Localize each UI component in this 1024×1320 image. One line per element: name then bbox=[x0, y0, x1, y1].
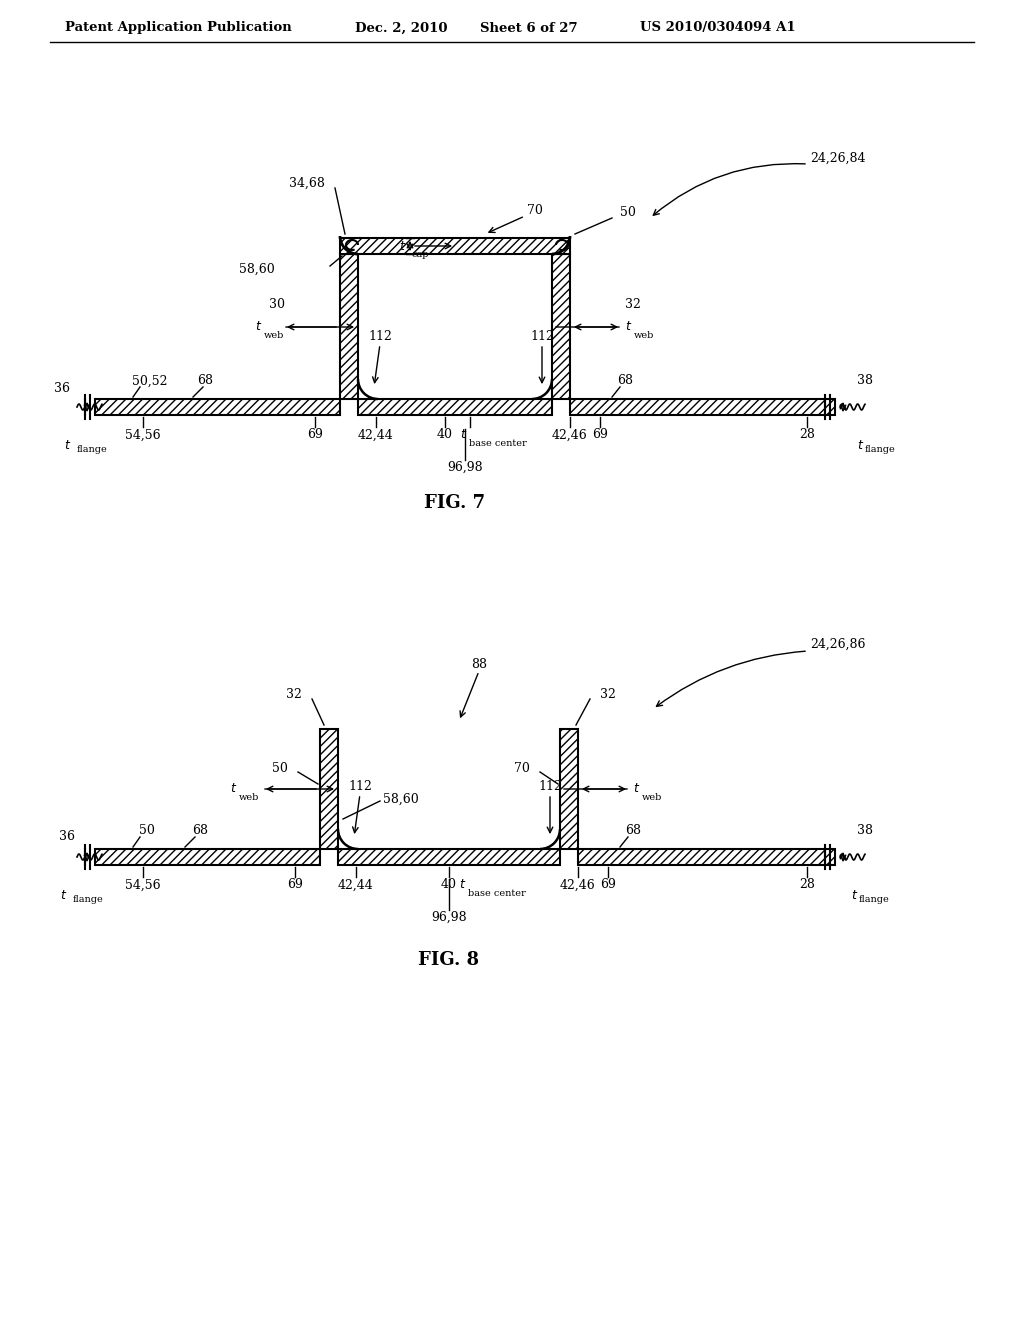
Text: 24,26,86: 24,26,86 bbox=[810, 638, 865, 651]
Bar bbox=[319, 729, 338, 849]
Text: $t$: $t$ bbox=[851, 888, 858, 902]
Text: $t$: $t$ bbox=[398, 239, 406, 252]
Text: $t$: $t$ bbox=[63, 440, 71, 451]
Text: 54,56: 54,56 bbox=[125, 879, 161, 891]
Text: web: web bbox=[634, 331, 654, 341]
Bar bbox=[338, 849, 560, 865]
Bar bbox=[570, 399, 835, 414]
Text: 42,46: 42,46 bbox=[552, 429, 588, 441]
Text: 96,98: 96,98 bbox=[431, 911, 467, 924]
Text: 112: 112 bbox=[530, 330, 554, 343]
Text: 42,44: 42,44 bbox=[358, 429, 394, 441]
Text: 54,56: 54,56 bbox=[125, 429, 161, 441]
Bar bbox=[560, 729, 578, 849]
Text: 42,46: 42,46 bbox=[560, 879, 596, 891]
Text: 112: 112 bbox=[538, 780, 562, 793]
Text: 50: 50 bbox=[620, 206, 636, 219]
Text: flange: flange bbox=[859, 895, 890, 904]
Text: $t$: $t$ bbox=[255, 321, 262, 334]
Text: $t$: $t$ bbox=[230, 783, 238, 796]
Text: 70: 70 bbox=[527, 203, 543, 216]
Text: 58,60: 58,60 bbox=[240, 263, 275, 276]
Text: base center: base center bbox=[468, 888, 525, 898]
Text: 70: 70 bbox=[514, 763, 530, 776]
Bar bbox=[340, 253, 358, 399]
Text: 50: 50 bbox=[139, 825, 155, 837]
Bar bbox=[340, 238, 570, 253]
Text: 112: 112 bbox=[348, 780, 372, 793]
Text: 38: 38 bbox=[857, 825, 873, 837]
Text: Patent Application Publication: Patent Application Publication bbox=[65, 21, 292, 34]
Text: 24,26,84: 24,26,84 bbox=[810, 152, 865, 165]
Text: 96,98: 96,98 bbox=[447, 461, 482, 474]
Text: 36: 36 bbox=[54, 383, 70, 396]
Bar bbox=[578, 849, 835, 865]
Text: web: web bbox=[239, 793, 259, 803]
Bar bbox=[552, 253, 570, 399]
Text: 68: 68 bbox=[617, 375, 633, 388]
Text: 88: 88 bbox=[471, 657, 487, 671]
Text: 42,44: 42,44 bbox=[338, 879, 374, 891]
Text: FIG. 8: FIG. 8 bbox=[419, 950, 479, 969]
Text: $t$: $t$ bbox=[625, 321, 632, 334]
Text: 36: 36 bbox=[59, 830, 75, 843]
Text: 28: 28 bbox=[799, 879, 815, 891]
Text: 68: 68 bbox=[193, 825, 208, 837]
Text: 32: 32 bbox=[625, 297, 641, 310]
Text: cap: cap bbox=[412, 249, 429, 259]
Bar bbox=[95, 399, 340, 414]
Text: FIG. 7: FIG. 7 bbox=[424, 494, 485, 512]
Text: 112: 112 bbox=[368, 330, 392, 343]
Text: Dec. 2, 2010: Dec. 2, 2010 bbox=[355, 21, 447, 34]
Text: 38: 38 bbox=[857, 375, 873, 388]
Text: 32: 32 bbox=[286, 688, 302, 701]
Text: web: web bbox=[642, 793, 663, 803]
Text: web: web bbox=[264, 331, 285, 341]
Text: 58,60: 58,60 bbox=[383, 792, 419, 805]
Bar bbox=[358, 399, 552, 414]
Text: Sheet 6 of 27: Sheet 6 of 27 bbox=[480, 21, 578, 34]
Text: 68: 68 bbox=[197, 375, 213, 388]
Text: 69: 69 bbox=[600, 879, 616, 891]
Text: $t$: $t$ bbox=[59, 888, 67, 902]
Text: 69: 69 bbox=[287, 879, 303, 891]
Text: US 2010/0304094 A1: US 2010/0304094 A1 bbox=[640, 21, 796, 34]
Text: 32: 32 bbox=[600, 688, 615, 701]
Text: base center: base center bbox=[469, 440, 526, 447]
Text: $t$: $t$ bbox=[459, 879, 466, 891]
Text: 34,68: 34,68 bbox=[289, 177, 325, 190]
Text: 40: 40 bbox=[437, 429, 453, 441]
Text: 69: 69 bbox=[307, 429, 323, 441]
Text: $t$: $t$ bbox=[633, 783, 640, 796]
Text: flange: flange bbox=[77, 445, 108, 454]
Text: 30: 30 bbox=[269, 297, 285, 310]
Text: $t$: $t$ bbox=[857, 440, 864, 451]
Text: 50,52: 50,52 bbox=[132, 375, 168, 388]
Text: flange: flange bbox=[865, 445, 896, 454]
Text: 68: 68 bbox=[625, 825, 641, 837]
Text: flange: flange bbox=[73, 895, 103, 904]
Bar bbox=[95, 849, 319, 865]
Text: 50: 50 bbox=[272, 763, 288, 776]
Text: 28: 28 bbox=[799, 429, 815, 441]
Text: $t$: $t$ bbox=[460, 429, 467, 441]
Text: 40: 40 bbox=[441, 879, 457, 891]
Text: 69: 69 bbox=[592, 429, 608, 441]
